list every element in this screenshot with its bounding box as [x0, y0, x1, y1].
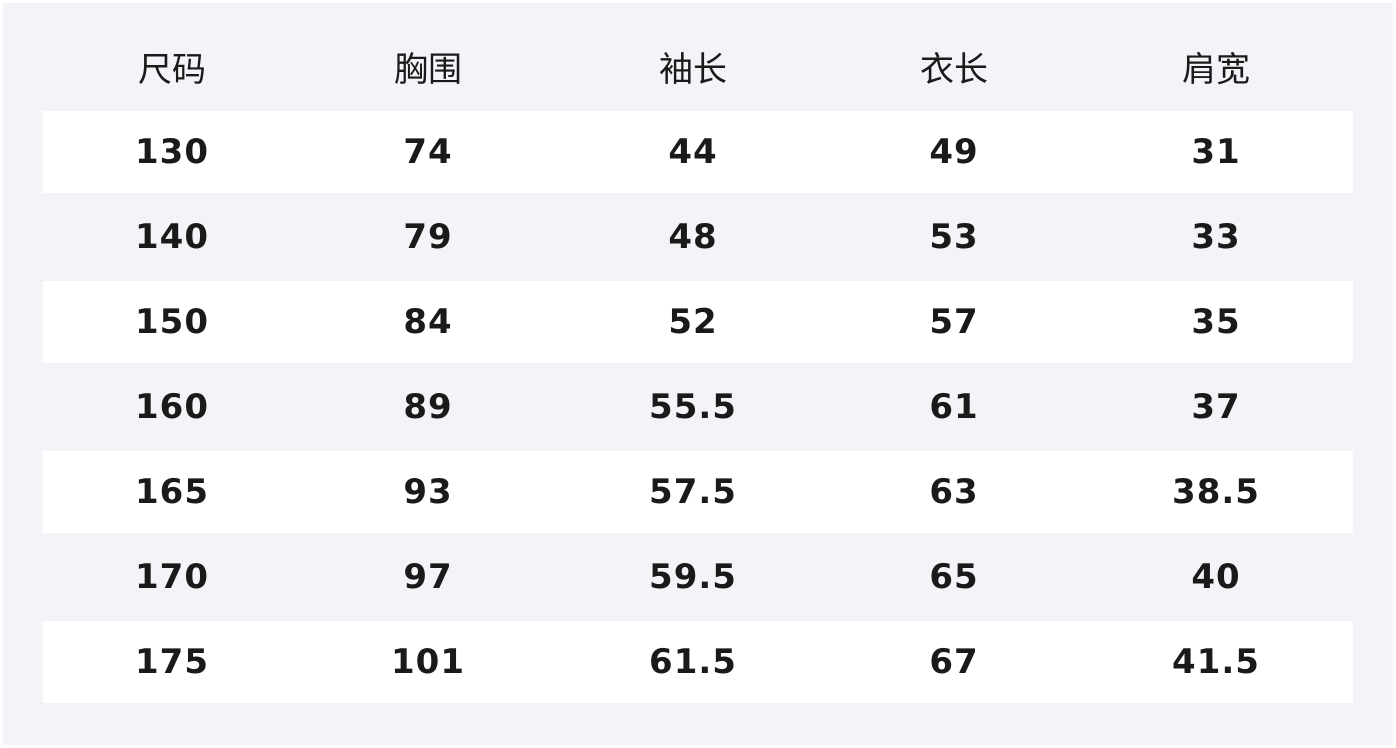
header-shoulder: 肩宽: [1182, 50, 1250, 90]
cell-length: 63: [929, 472, 979, 512]
header-sleeve: 袖长: [659, 50, 727, 90]
cell-sleeve: 61.5: [649, 642, 737, 682]
cell-shoulder: 40: [1191, 557, 1241, 597]
cell-size: 165: [135, 472, 209, 512]
cell-size: 150: [135, 302, 209, 342]
cell-shoulder: 33: [1191, 217, 1241, 257]
cell-size: 170: [135, 557, 209, 597]
cell-size: 130: [135, 132, 209, 172]
cell-length: 61: [929, 387, 979, 427]
cell-length: 53: [929, 217, 979, 257]
cell-chest: 89: [403, 387, 453, 427]
cell-chest: 93: [403, 472, 453, 512]
cell-shoulder: 37: [1191, 387, 1241, 427]
cell-shoulder: 31: [1191, 132, 1241, 172]
header-chest: 胸围: [394, 50, 462, 90]
cell-shoulder: 38.5: [1172, 472, 1260, 512]
cell-sleeve: 52: [668, 302, 718, 342]
table-row: 140 79 48 53 33: [43, 196, 1353, 278]
table-header: 尺码 胸围 袖长 衣长 肩宽: [43, 29, 1353, 111]
table-row: 165 93 57.5 63 38.5: [43, 451, 1353, 533]
cell-sleeve: 48: [668, 217, 718, 257]
table-row: 175 101 61.5 67 41.5: [43, 621, 1353, 703]
cell-length: 49: [929, 132, 979, 172]
cell-sleeve: 55.5: [649, 387, 737, 427]
cell-shoulder: 41.5: [1172, 642, 1260, 682]
cell-size: 160: [135, 387, 209, 427]
table-row: 160 89 55.5 61 37: [43, 366, 1353, 448]
cell-length: 65: [929, 557, 979, 597]
cell-chest: 97: [403, 557, 453, 597]
size-chart: 尺码 胸围 袖长 衣长 肩宽 130 74 44 49 31 140 79 48 53 33 150…: [3, 3, 1393, 745]
header-length: 衣长: [920, 50, 988, 90]
cell-chest: 79: [403, 217, 453, 257]
cell-size: 140: [135, 217, 209, 257]
table-row: 130 74 44 49 31: [43, 111, 1353, 193]
cell-chest: 101: [391, 642, 465, 682]
table-row: 150 84 52 57 35: [43, 281, 1353, 363]
cell-chest: 84: [403, 302, 453, 342]
cell-shoulder: 35: [1191, 302, 1241, 342]
cell-size: 175: [135, 642, 209, 682]
cell-length: 57: [929, 302, 979, 342]
cell-sleeve: 59.5: [649, 557, 737, 597]
cell-length: 67: [929, 642, 979, 682]
cell-sleeve: 57.5: [649, 472, 737, 512]
header-size: 尺码: [138, 50, 206, 90]
cell-chest: 74: [403, 132, 453, 172]
cell-sleeve: 44: [668, 132, 718, 172]
table-row: 170 97 59.5 65 40: [43, 536, 1353, 618]
